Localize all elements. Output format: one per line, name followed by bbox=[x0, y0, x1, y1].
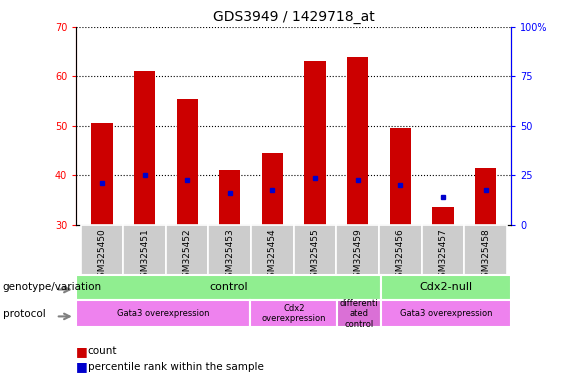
Text: GSM325453: GSM325453 bbox=[225, 228, 234, 283]
Bar bbox=[390, 128, 411, 225]
Text: Gata3 overexpression: Gata3 overexpression bbox=[400, 309, 492, 318]
Bar bbox=[432, 207, 454, 225]
Text: GSM325454: GSM325454 bbox=[268, 228, 277, 283]
Bar bbox=[251, 225, 294, 275]
Bar bbox=[347, 56, 368, 225]
Bar bbox=[379, 225, 421, 275]
Bar bbox=[76, 275, 381, 300]
Bar bbox=[381, 300, 511, 327]
Bar bbox=[294, 225, 336, 275]
Bar bbox=[91, 123, 112, 225]
Text: ■: ■ bbox=[76, 345, 88, 358]
Text: GSM325450: GSM325450 bbox=[97, 228, 106, 283]
Bar bbox=[219, 170, 241, 225]
Bar bbox=[123, 225, 166, 275]
Bar bbox=[421, 225, 464, 275]
Bar bbox=[166, 225, 208, 275]
Bar bbox=[76, 300, 250, 327]
Text: GSM325457: GSM325457 bbox=[438, 228, 447, 283]
Text: GSM325451: GSM325451 bbox=[140, 228, 149, 283]
Text: ■: ■ bbox=[76, 360, 88, 373]
Text: GSM325452: GSM325452 bbox=[182, 228, 192, 283]
Bar bbox=[337, 300, 381, 327]
Bar bbox=[250, 300, 337, 327]
Bar bbox=[176, 99, 198, 225]
Bar bbox=[336, 225, 379, 275]
Text: Gata3 overexpression: Gata3 overexpression bbox=[117, 309, 210, 318]
Text: GSM325459: GSM325459 bbox=[353, 228, 362, 283]
Bar bbox=[262, 153, 283, 225]
Bar bbox=[475, 168, 497, 225]
Text: Cdx2-null: Cdx2-null bbox=[419, 282, 473, 293]
Bar bbox=[464, 225, 507, 275]
Text: count: count bbox=[88, 346, 117, 356]
Text: differenti
ated
control: differenti ated control bbox=[340, 299, 379, 329]
Bar bbox=[208, 225, 251, 275]
Bar bbox=[81, 225, 123, 275]
Text: genotype/variation: genotype/variation bbox=[3, 282, 102, 292]
Bar bbox=[305, 61, 326, 225]
Text: GSM325456: GSM325456 bbox=[396, 228, 405, 283]
Text: protocol: protocol bbox=[3, 309, 46, 319]
Text: Cdx2
overexpression: Cdx2 overexpression bbox=[262, 304, 326, 323]
Text: GSM325458: GSM325458 bbox=[481, 228, 490, 283]
Text: control: control bbox=[209, 282, 248, 293]
Title: GDS3949 / 1429718_at: GDS3949 / 1429718_at bbox=[213, 10, 375, 25]
Text: GSM325455: GSM325455 bbox=[311, 228, 320, 283]
Bar bbox=[134, 71, 155, 225]
Bar bbox=[381, 275, 511, 300]
Text: percentile rank within the sample: percentile rank within the sample bbox=[88, 362, 263, 372]
